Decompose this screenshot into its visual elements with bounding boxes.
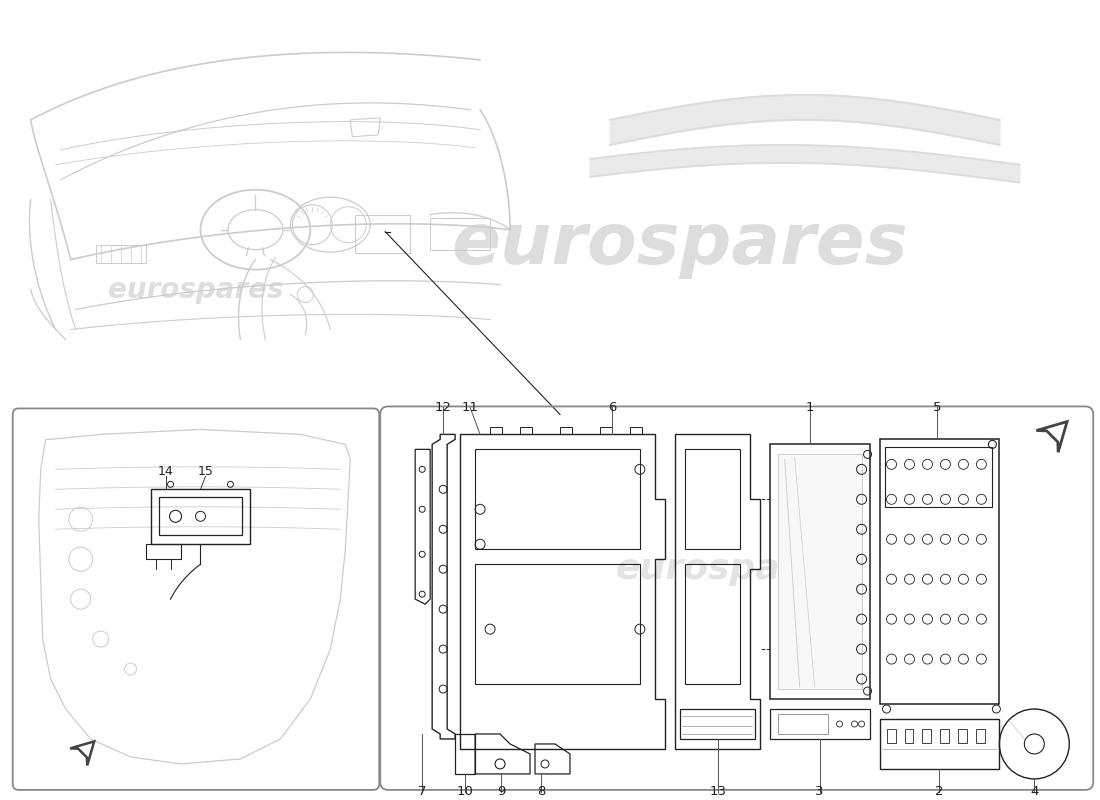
Bar — [904, 729, 913, 743]
Bar — [475, 450, 640, 550]
Text: 7: 7 — [418, 786, 427, 798]
Text: 8: 8 — [537, 786, 546, 798]
Bar — [151, 490, 251, 544]
Bar — [884, 447, 992, 507]
Bar — [145, 544, 180, 559]
Bar — [430, 218, 491, 250]
Text: 6: 6 — [607, 401, 616, 414]
Bar — [680, 709, 755, 739]
Bar — [685, 450, 739, 550]
Text: 9: 9 — [497, 786, 505, 798]
Bar — [96, 245, 145, 262]
Text: 15: 15 — [198, 465, 213, 478]
Bar — [778, 714, 827, 734]
Bar — [778, 454, 861, 689]
Bar — [770, 709, 870, 739]
Text: eurospares: eurospares — [615, 552, 844, 586]
Bar — [887, 729, 895, 743]
Bar — [977, 729, 986, 743]
Bar — [158, 498, 242, 535]
Bar — [923, 729, 932, 743]
Bar — [455, 734, 475, 774]
Text: 14: 14 — [157, 465, 174, 478]
Bar — [475, 564, 640, 684]
Text: 4: 4 — [1030, 786, 1038, 798]
Text: 3: 3 — [815, 786, 824, 798]
Bar — [685, 564, 739, 684]
Text: eurospares: eurospares — [451, 210, 909, 279]
Bar — [958, 729, 967, 743]
Bar — [940, 729, 949, 743]
Text: 10: 10 — [456, 786, 474, 798]
Text: 13: 13 — [710, 786, 726, 798]
Text: 1: 1 — [805, 401, 814, 414]
Bar — [355, 214, 410, 253]
Text: 5: 5 — [933, 401, 942, 414]
Text: 11: 11 — [462, 401, 478, 414]
Text: 2: 2 — [935, 786, 944, 798]
Text: 12: 12 — [434, 401, 452, 414]
Text: eurospares: eurospares — [108, 275, 283, 303]
